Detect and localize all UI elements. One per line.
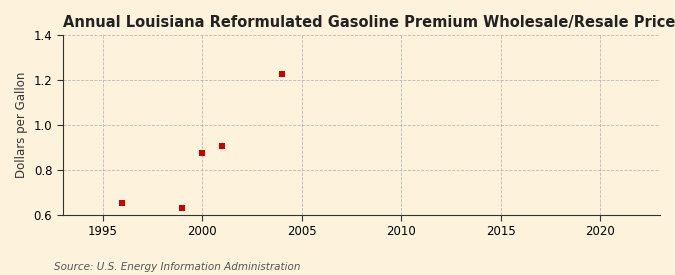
Point — [117, 201, 128, 205]
Y-axis label: Dollars per Gallon: Dollars per Gallon — [15, 72, 28, 178]
Text: Source: U.S. Energy Information Administration: Source: U.S. Energy Information Administ… — [54, 262, 300, 272]
Text: Annual Louisiana Reformulated Gasoline Premium Wholesale/Resale Price by All Sel: Annual Louisiana Reformulated Gasoline P… — [63, 15, 675, 30]
Point — [276, 72, 287, 76]
Point — [177, 206, 188, 210]
Point — [217, 144, 227, 148]
Point — [196, 151, 207, 155]
